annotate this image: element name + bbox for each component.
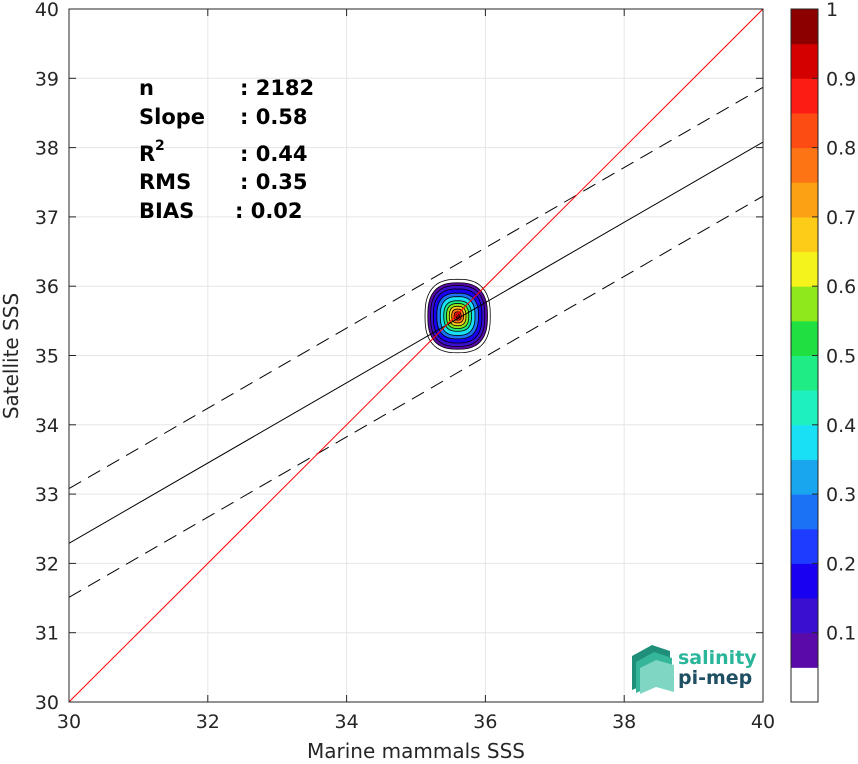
y-tick-label: 35	[35, 346, 59, 368]
colorbar-tick-label: 0.9	[826, 68, 856, 90]
colorbar-bin	[791, 9, 818, 45]
grid-lines	[68, 8, 764, 703]
colorbar-tick-label: 0.5	[826, 346, 856, 368]
stat-rms-label: RMS	[139, 170, 191, 194]
colorbar-bin	[791, 667, 818, 703]
y-tick-label: 34	[35, 415, 59, 437]
colorbar-tick-label: 0.7	[826, 207, 856, 229]
fit-line	[69, 141, 763, 544]
stat-n-value: : 2182	[240, 76, 314, 100]
density-contours	[424, 278, 491, 354]
colorbar-bin	[791, 182, 818, 218]
x-tick-label: 38	[612, 711, 636, 733]
y-tick-label: 30	[35, 692, 59, 714]
colorbar-bin	[791, 355, 818, 391]
colorbar-bin	[791, 632, 818, 668]
colorbar-tick-label: 0.3	[826, 484, 856, 506]
y-axis-label: Satellite SSS	[0, 293, 23, 419]
colorbar-bin	[791, 147, 818, 183]
colorbar-tick-label: 0.2	[826, 553, 856, 575]
colorbar-bin	[791, 216, 818, 253]
y-tick-label: 37	[35, 207, 59, 229]
identity-line	[69, 9, 763, 702]
stat-bias-label: BIAS	[139, 199, 194, 223]
colorbar-ticks: 0.1 0.2 0.3 0.4 0.5 0.6 0.7 0.8 0.9 1	[812, 0, 856, 645]
fit-lower-dashed-line	[69, 195, 763, 598]
regression-lines	[69, 9, 763, 702]
logo-text-pi-mep: pi-mep	[678, 667, 752, 689]
x-tick-label: 30	[57, 711, 81, 733]
stat-r2-label: R	[139, 142, 155, 166]
x-tick-label: 34	[335, 711, 359, 733]
x-axis-label: Marine mammals SSS	[307, 739, 525, 763]
colorbar-bin	[791, 320, 818, 356]
colorbar-bin	[791, 286, 818, 322]
x-tick-label: 36	[473, 711, 497, 733]
y-tick-label: 31	[35, 623, 59, 645]
colorbar-bin	[791, 598, 818, 634]
colorbar-tick-label: 0.4	[826, 415, 856, 437]
y-tick-label: 36	[35, 276, 59, 298]
colorbar-bin	[791, 563, 818, 599]
stat-r2-superscript: 2	[155, 138, 165, 154]
colorbar-bin	[791, 459, 818, 495]
y-tick-label: 32	[35, 553, 59, 575]
y-tick-label: 39	[35, 68, 59, 90]
colorbar-bin	[791, 528, 818, 564]
y-tick-label: 40	[35, 0, 59, 21]
stats-block: n : 2182 Slope : 0.58 R 2 : 0.44 RMS : 0…	[139, 76, 314, 223]
stat-slope-value: : 0.58	[240, 105, 308, 129]
colorbar-bin	[791, 390, 818, 426]
colorbar-tick-label: 0.8	[826, 138, 856, 160]
colorbar-bin	[791, 112, 818, 149]
x-axis-ticks: 30 32 34 36 38 40	[57, 9, 775, 733]
colorbar-bin	[791, 43, 818, 79]
salinity-pi-mep-logo: salinity pi-mep	[632, 645, 757, 694]
y-tick-label: 38	[35, 138, 59, 160]
colorbar-tick-label: 0.6	[826, 276, 856, 298]
colorbar-bin	[791, 251, 818, 287]
colorbar	[791, 9, 818, 703]
x-tick-label: 32	[196, 711, 220, 733]
colorbar-tick-label: 0.1	[826, 623, 856, 645]
fit-upper-dashed-line	[69, 86, 763, 489]
colorbar-bin	[791, 78, 818, 114]
colorbar-tick-label: 1	[826, 0, 838, 21]
colorbar-bin	[791, 494, 818, 530]
colorbar-bin	[791, 424, 818, 460]
y-axis-ticks: 30 31 32 33 34 35 36 37 38 39 40	[35, 0, 763, 714]
stat-slope-label: Slope	[139, 105, 205, 129]
stat-n-label: n	[139, 76, 154, 100]
wave-stack-icon	[632, 645, 674, 694]
stat-rms-value: : 0.35	[240, 170, 308, 194]
stat-r2-value: : 0.44	[240, 142, 308, 166]
x-tick-label: 40	[751, 711, 775, 733]
stat-bias-value: : 0.02	[235, 199, 303, 223]
y-tick-label: 33	[35, 484, 59, 506]
logo-text-salinity: salinity	[678, 647, 757, 669]
